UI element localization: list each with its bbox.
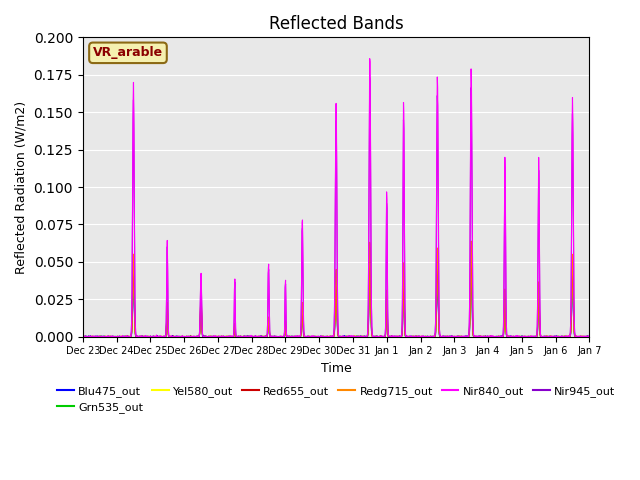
- Nir945_out: [586, 334, 593, 339]
- Red655_out: [415, 334, 422, 339]
- Nir840_out: [248, 334, 256, 340]
- Grn535_out: [526, 334, 534, 339]
- Grn535_out: [467, 256, 475, 262]
- Grn535_out: [80, 334, 88, 340]
- Nir840_out: [366, 56, 374, 61]
- X-axis label: Time: Time: [321, 362, 351, 375]
- Red655_out: [192, 334, 200, 340]
- Red655_out: [79, 334, 87, 340]
- Grn535_out: [79, 334, 86, 339]
- Yel580_out: [191, 334, 199, 339]
- Nir840_out: [180, 334, 188, 340]
- Title: Reflected Bands: Reflected Bands: [269, 15, 403, 33]
- Yel580_out: [467, 261, 475, 266]
- Nir945_out: [526, 334, 534, 339]
- Redg715_out: [191, 334, 199, 340]
- Yel580_out: [248, 334, 256, 340]
- Y-axis label: Reflected Radiation (W/m2): Reflected Radiation (W/m2): [15, 100, 28, 274]
- Yel580_out: [415, 334, 422, 340]
- Text: VR_arable: VR_arable: [93, 46, 163, 60]
- Grn535_out: [586, 334, 593, 340]
- Line: Yel580_out: Yel580_out: [83, 264, 589, 337]
- Blu475_out: [191, 334, 199, 340]
- Nir945_out: [415, 333, 423, 339]
- Nir840_out: [526, 334, 534, 339]
- Red655_out: [180, 334, 188, 339]
- Redg715_out: [248, 334, 256, 340]
- Redg715_out: [79, 334, 86, 340]
- Nir945_out: [248, 333, 256, 339]
- Redg715_out: [586, 334, 593, 339]
- Blu475_out: [586, 334, 593, 340]
- Grn535_out: [481, 334, 489, 339]
- Nir840_out: [79, 334, 86, 339]
- Blu475_out: [467, 276, 475, 282]
- Redg715_out: [467, 238, 475, 244]
- Grn535_out: [180, 334, 188, 339]
- Blu475_out: [79, 334, 86, 340]
- Yel580_out: [525, 334, 533, 339]
- Yel580_out: [79, 334, 86, 340]
- Grn535_out: [415, 334, 422, 340]
- Grn535_out: [248, 334, 256, 340]
- Line: Nir945_out: Nir945_out: [83, 77, 589, 337]
- Nir945_out: [180, 334, 188, 340]
- Line: Grn535_out: Grn535_out: [83, 259, 589, 337]
- Blu475_out: [481, 334, 489, 340]
- Nir840_out: [415, 333, 423, 339]
- Line: Redg715_out: Redg715_out: [83, 241, 589, 337]
- Blu475_out: [179, 334, 187, 339]
- Nir840_out: [79, 334, 87, 340]
- Yel580_out: [481, 334, 489, 340]
- Nir945_out: [79, 334, 87, 340]
- Line: Red655_out: Red655_out: [83, 247, 589, 337]
- Red655_out: [79, 334, 86, 340]
- Red655_out: [586, 334, 593, 339]
- Yel580_out: [586, 334, 593, 339]
- Nir945_out: [366, 74, 374, 80]
- Grn535_out: [192, 334, 200, 339]
- Blu475_out: [248, 334, 256, 339]
- Blu475_out: [525, 334, 533, 339]
- Red655_out: [467, 244, 475, 250]
- Red655_out: [481, 334, 489, 340]
- Nir840_out: [192, 334, 200, 339]
- Redg715_out: [481, 334, 489, 339]
- Blu475_out: [415, 334, 422, 339]
- Redg715_out: [179, 334, 187, 340]
- Redg715_out: [415, 334, 422, 340]
- Yel580_out: [179, 334, 187, 339]
- Legend: Blu475_out, Grn535_out, Yel580_out, Red655_out, Redg715_out, Nir840_out, Nir945_: Blu475_out, Grn535_out, Yel580_out, Red6…: [52, 381, 620, 418]
- Line: Blu475_out: Blu475_out: [83, 279, 589, 337]
- Nir945_out: [192, 334, 200, 340]
- Nir840_out: [586, 334, 593, 339]
- Nir945_out: [79, 334, 86, 339]
- Red655_out: [526, 334, 534, 340]
- Line: Nir840_out: Nir840_out: [83, 59, 589, 337]
- Red655_out: [248, 334, 256, 339]
- Nir840_out: [481, 334, 489, 339]
- Nir945_out: [481, 334, 489, 339]
- Redg715_out: [525, 334, 533, 339]
